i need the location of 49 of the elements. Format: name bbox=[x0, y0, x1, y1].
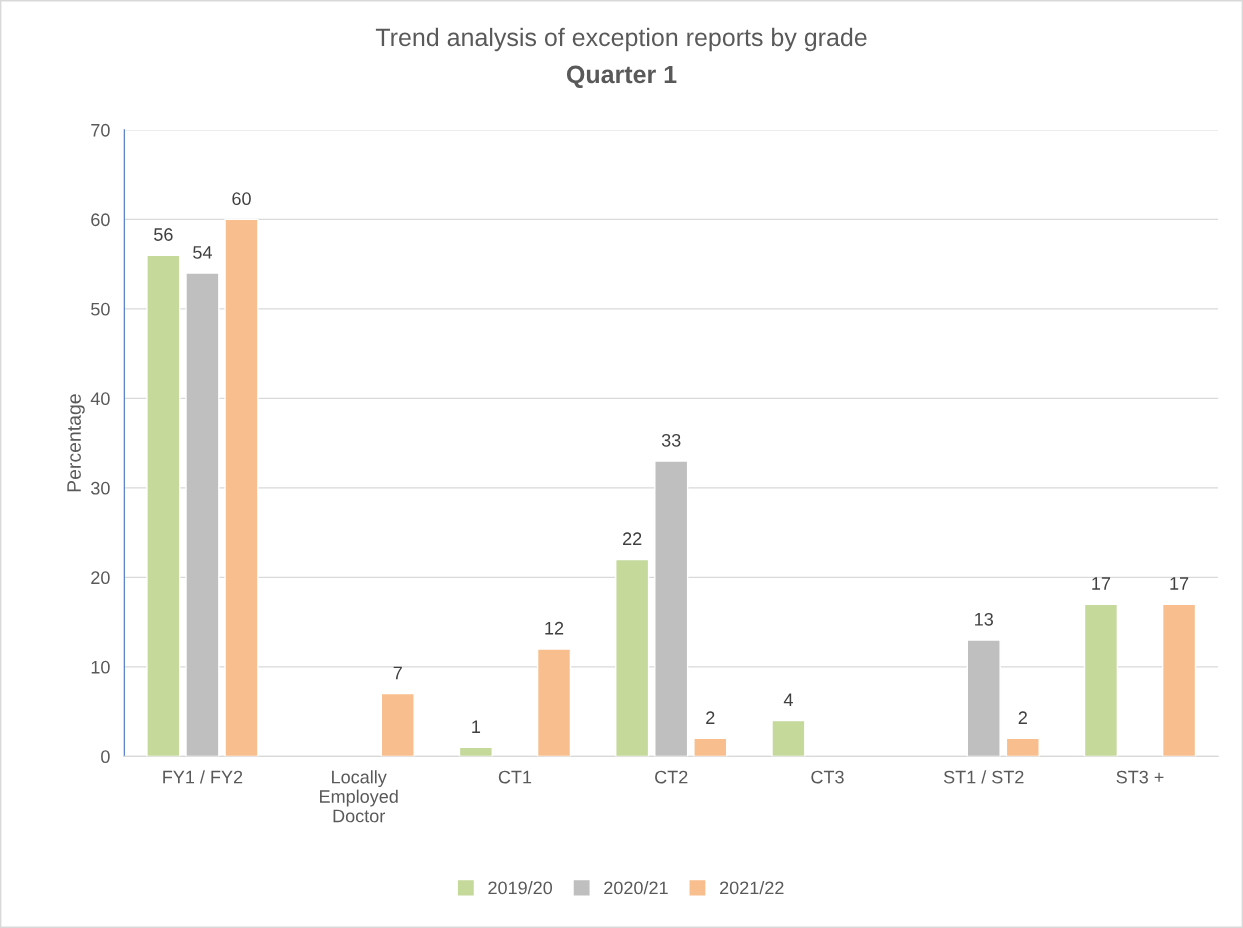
y-tick-label: 0 bbox=[101, 750, 110, 764]
x-tick-label: ST3 + bbox=[1116, 770, 1164, 784]
y-tick-label: 40 bbox=[90, 392, 110, 406]
bar bbox=[458, 746, 493, 757]
bar bbox=[1161, 603, 1197, 757]
x-tick-label: CT2 bbox=[655, 770, 688, 784]
y-tick-label: 10 bbox=[91, 660, 110, 674]
data-label: 1 bbox=[472, 720, 481, 733]
data-label: 12 bbox=[545, 621, 564, 635]
bar bbox=[146, 254, 181, 757]
data-label: 4 bbox=[783, 693, 793, 707]
data-label: 33 bbox=[661, 433, 681, 447]
data-label: 17 bbox=[1170, 577, 1189, 590]
y-axis-title: Percentage bbox=[67, 394, 85, 492]
bar bbox=[224, 218, 259, 757]
y-tick-label: 30 bbox=[91, 481, 110, 495]
bar bbox=[1083, 603, 1119, 757]
data-label: 2 bbox=[706, 711, 715, 724]
data-label: 17 bbox=[1092, 577, 1111, 590]
x-tick-label: CT1 bbox=[498, 770, 532, 784]
x-tick-label: Locally Employed Doctor bbox=[320, 770, 398, 823]
bar bbox=[966, 639, 1001, 757]
bar bbox=[536, 648, 572, 757]
x-tick-label: FY1 / FY2 bbox=[163, 770, 243, 784]
legend-label: 2020/21 bbox=[604, 881, 668, 895]
y-tick-label: 60 bbox=[91, 213, 110, 227]
bar bbox=[615, 558, 650, 757]
data-label: 7 bbox=[393, 666, 402, 680]
data-label: 13 bbox=[975, 612, 993, 626]
bar bbox=[185, 272, 220, 757]
legend-label: 2019/20 bbox=[488, 881, 553, 895]
y-tick-label: 20 bbox=[91, 571, 110, 585]
bar bbox=[1005, 737, 1040, 757]
y-tick-label: 70 bbox=[91, 123, 110, 137]
data-label: 56 bbox=[154, 228, 173, 241]
x-tick-label: ST1 / ST2 bbox=[943, 770, 1024, 784]
bar bbox=[771, 719, 806, 757]
x-tick-label: CT3 bbox=[811, 770, 844, 784]
bar bbox=[654, 460, 689, 757]
bar bbox=[693, 737, 728, 757]
bar bbox=[380, 692, 415, 757]
chart-subtitle: Quarter 1 bbox=[566, 65, 677, 88]
y-tick-label: 50 bbox=[91, 302, 110, 316]
data-label: 54 bbox=[193, 246, 212, 259]
data-label: 60 bbox=[232, 192, 251, 206]
legend-label: 2021/22 bbox=[720, 881, 784, 895]
data-label: 2 bbox=[1018, 711, 1027, 724]
data-label: 22 bbox=[623, 532, 642, 545]
chart-title: Trend analysis of exception reports by grade bbox=[375, 27, 867, 52]
